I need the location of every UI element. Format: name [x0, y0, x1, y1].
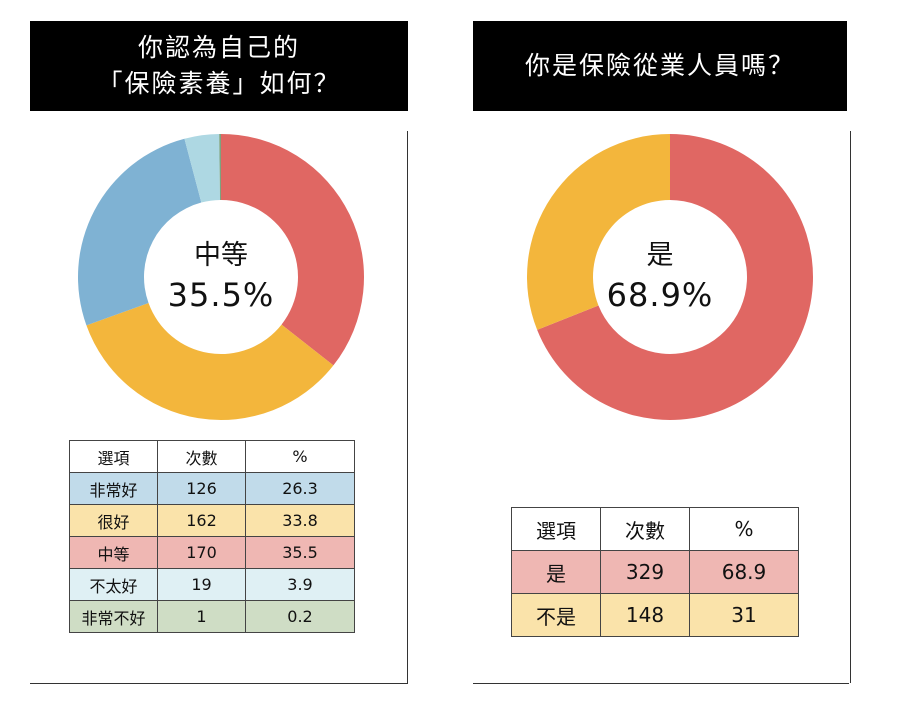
chart-title-line: 你認為自己的: [137, 33, 300, 62]
table-header-cell: %: [689, 507, 799, 551]
center-category: 中等: [194, 240, 248, 271]
count-cell: 148: [600, 593, 690, 637]
center-category: 是: [646, 240, 674, 271]
donut-chart: [527, 134, 813, 421]
table-header-cell: 次數: [600, 507, 690, 551]
donut-slice-很好: [86, 303, 334, 420]
count-cell: 1: [157, 600, 246, 633]
table-row: 非常不好 1 0.2: [69, 600, 355, 633]
count-cell: 126: [157, 472, 246, 505]
percent-cell: 33.8: [245, 504, 355, 537]
practitioner-panel: 你是保險從業人員嗎？ 是 68.9% 選項 次數 % 是 329 68.9 不是 148…: [473, 0, 851, 686]
center-percent: 68.9%: [606, 276, 714, 314]
frame-right-border: [850, 131, 851, 683]
donut-slice-是: [537, 134, 813, 421]
table-row: 非常好 126 26.3: [69, 472, 355, 505]
option-cell: 不太好: [69, 568, 158, 601]
chart-title-line: 你是保險從業人員嗎？: [524, 51, 795, 80]
table-header-cell: 次數: [157, 440, 246, 473]
chart-title: 你是保險從業人員嗎？: [473, 21, 847, 111]
count-cell: 329: [600, 550, 690, 594]
percent-cell: 35.5: [245, 536, 355, 569]
table-row: 是 329 68.9: [511, 550, 799, 594]
percent-cell: 0.2: [245, 600, 355, 633]
frame-right-border: [407, 131, 408, 683]
donut-center-label: 中等 35.5%: [146, 238, 296, 316]
option-cell: 非常不好: [69, 600, 158, 633]
table-header-cell: 選項: [511, 507, 601, 551]
frame-bottom-border: [473, 683, 849, 684]
percent-cell: 68.9: [689, 550, 799, 594]
option-cell: 不是: [511, 593, 601, 637]
donut-slice-不太好: [184, 134, 221, 203]
donut-slice-非常好: [77, 138, 202, 326]
donut-chart: [77, 134, 364, 420]
donut-center-label: 是 68.9%: [585, 238, 735, 316]
donut-slice-不是: [527, 134, 670, 330]
donut-slice-中等: [221, 134, 364, 366]
literacy-panel: 你認為自己的 「保險素養」如何？ 中等 35.5% 選項 次數 % 非常好 126…: [30, 0, 408, 686]
chart-title: 你認為自己的 「保險素養」如何？: [30, 21, 408, 111]
table-header-cell: %: [245, 440, 355, 473]
option-cell: 很好: [69, 504, 158, 537]
count-cell: 19: [157, 568, 246, 601]
data-table: 選項 次數 % 非常好 126 26.3 很好 162 33.8 中等 170 35.5 不太好 1…: [69, 440, 355, 633]
percent-cell: 3.9: [245, 568, 355, 601]
chart-title-line: 「保險素養」如何？: [97, 69, 341, 98]
option-cell: 是: [511, 550, 601, 594]
data-table: 選項 次數 % 是 329 68.9 不是 148 31: [511, 507, 799, 637]
table-row: 不太好 19 3.9: [69, 568, 355, 601]
table-header-row: 選項 次數 %: [511, 507, 799, 551]
table-header-row: 選項 次數 %: [69, 440, 355, 473]
table-row: 不是 148 31: [511, 593, 799, 637]
percent-cell: 31: [689, 593, 799, 637]
center-percent: 35.5%: [167, 276, 275, 314]
table-row: 很好 162 33.8: [69, 504, 355, 537]
option-cell: 非常好: [69, 472, 158, 505]
count-cell: 170: [157, 536, 246, 569]
percent-cell: 26.3: [245, 472, 355, 505]
option-cell: 中等: [69, 536, 158, 569]
table-header-cell: 選項: [69, 440, 158, 473]
table-row: 中等 170 35.5: [69, 536, 355, 569]
count-cell: 162: [157, 504, 246, 537]
frame-bottom-border: [30, 683, 408, 684]
donut-slice-非常不好: [219, 134, 221, 201]
